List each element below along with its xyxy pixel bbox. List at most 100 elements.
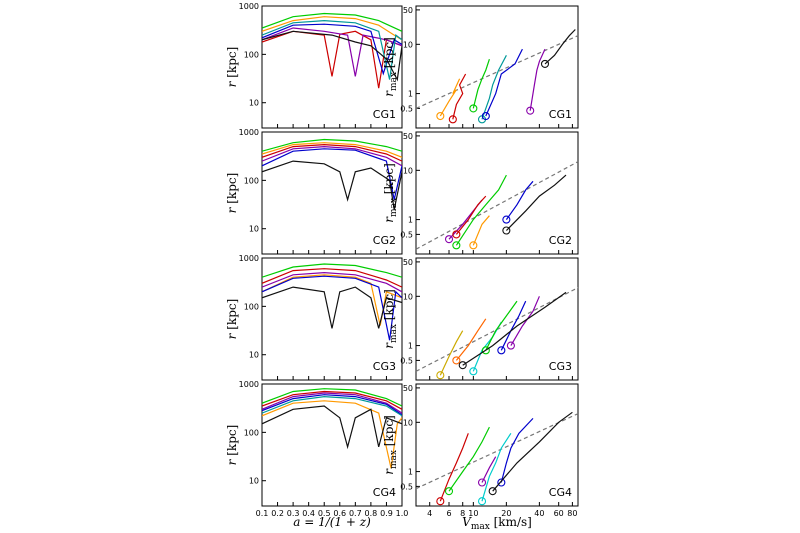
series-start-marker <box>444 487 454 496</box>
series-line <box>472 59 490 109</box>
series-start-marker <box>436 497 445 506</box>
series-start-marker <box>540 59 550 68</box>
x-tick-label: 0.8 <box>365 509 378 518</box>
y-tick-label: 1000 <box>239 254 259 263</box>
y-tick-label: 1000 <box>239 380 259 389</box>
x-tick-label: 20 <box>501 509 511 518</box>
fit-line <box>415 413 579 490</box>
series-start-marker <box>488 487 497 496</box>
series-line <box>262 271 402 293</box>
simulation-label: CG1 <box>373 108 396 121</box>
y-tick-label: 10 <box>249 477 259 486</box>
series-line <box>505 180 534 220</box>
panel-cg3-left: 10 100 1000 CG3 <box>239 254 403 381</box>
x-tick-label: 0.1 <box>256 509 269 518</box>
simulation-label: CG4 <box>373 486 396 499</box>
series-line <box>262 274 402 326</box>
y-tick-label: 10 <box>249 225 259 234</box>
series-start-marker <box>458 361 467 370</box>
left-y-axis-label: r [kpc] <box>225 173 239 214</box>
right-y-axis-label: rmax [kpc] <box>382 163 399 223</box>
series-line <box>485 48 523 117</box>
x-tick-label: 6 <box>446 509 451 518</box>
left-y-axis-label: r [kpc] <box>225 425 239 466</box>
series-line <box>262 138 402 152</box>
y-tick-label: 1 <box>408 90 413 99</box>
series-line <box>448 426 490 492</box>
panel-cg1-left: 10 100 1000 CG1 <box>239 2 403 129</box>
x-tick-label: 0.2 <box>271 509 284 518</box>
x-tick-label: 0.5 <box>318 509 331 518</box>
series-start-marker <box>526 106 535 115</box>
series-start-marker <box>477 478 487 487</box>
series-line <box>455 195 487 235</box>
panel-cg2-right: 0.5 1 10 50 CG2 <box>400 131 579 255</box>
series-line <box>262 400 402 469</box>
panel-cg3-right: 0.5 1 10 50 CG3 <box>400 257 579 381</box>
series-line <box>262 392 402 414</box>
series-line <box>481 55 507 120</box>
series-line <box>452 73 467 120</box>
y-tick-label: 1000 <box>239 2 259 11</box>
axes-frame <box>261 5 403 129</box>
panel-cg4-left: 10 100 1000 0.1 0.2 0.3 0.4 0.5 0.6 0.7 0.8 0.9 1.0 C… <box>239 380 409 518</box>
y-tick-label: 0.5 <box>400 356 413 365</box>
simulation-label: CG3 <box>373 360 396 373</box>
series-group <box>436 29 576 124</box>
axes-frame <box>261 131 403 255</box>
series-line <box>455 318 487 361</box>
y-tick-label: 10 <box>249 99 259 108</box>
left-y-axis-label: r [kpc] <box>225 47 239 88</box>
right-y-axis-label: rmax [kpc] <box>382 37 399 97</box>
series-line <box>262 16 402 41</box>
y-tick-label: 1 <box>408 468 413 477</box>
x-tick-label: 0.7 <box>349 509 362 518</box>
panel-cg2-left: 10 100 1000 CG2 <box>239 128 403 255</box>
series-line <box>262 23 402 76</box>
series-line <box>262 390 402 410</box>
series-line <box>492 411 573 492</box>
series-line <box>262 19 402 80</box>
series-line <box>262 388 402 407</box>
series-line <box>262 30 402 82</box>
series-line <box>262 286 402 329</box>
y-tick-label: 10 <box>403 292 413 301</box>
series-group <box>262 12 402 89</box>
series-line <box>262 27 402 77</box>
x-tick-label: 8 <box>460 509 465 518</box>
series-line <box>262 145 402 167</box>
series-start-marker <box>444 235 454 244</box>
x-tick-label: 0.4 <box>302 509 315 518</box>
y-tick-label: 100 <box>244 50 259 59</box>
panel-cg1-right: 0.5 1 10 50 CG1 <box>400 5 579 129</box>
series-start-marker <box>436 111 445 121</box>
series-line <box>462 291 567 366</box>
axes-frame <box>261 383 403 507</box>
series-start-marker <box>497 478 506 487</box>
x-tick-label: 0.9 <box>380 509 393 518</box>
y-tick-label: 10 <box>249 351 259 360</box>
y-tick-label: 10 <box>403 418 413 427</box>
series-line <box>262 395 402 417</box>
x-tick-label: 10 <box>468 509 478 518</box>
series-start-marker <box>469 241 478 250</box>
y-tick-label: 50 <box>403 384 413 393</box>
series-line <box>500 300 527 351</box>
x-tick-label: 0.3 <box>287 509 300 518</box>
y-tick-label: 100 <box>244 302 259 311</box>
series-line <box>439 433 469 502</box>
y-tick-label: 10 <box>403 166 413 175</box>
series-line <box>472 215 490 246</box>
series-start-marker <box>448 115 457 124</box>
series-start-marker <box>436 371 445 380</box>
y-tick-label: 100 <box>244 428 259 437</box>
y-tick-label: 0.5 <box>400 482 413 491</box>
y-tick-label: 10 <box>403 40 413 49</box>
series-line <box>505 174 567 231</box>
x-tick-label: 0.6 <box>333 509 346 518</box>
x-tick-label: 60 <box>554 509 564 518</box>
axes-frame <box>415 5 579 129</box>
series-line <box>262 268 402 288</box>
